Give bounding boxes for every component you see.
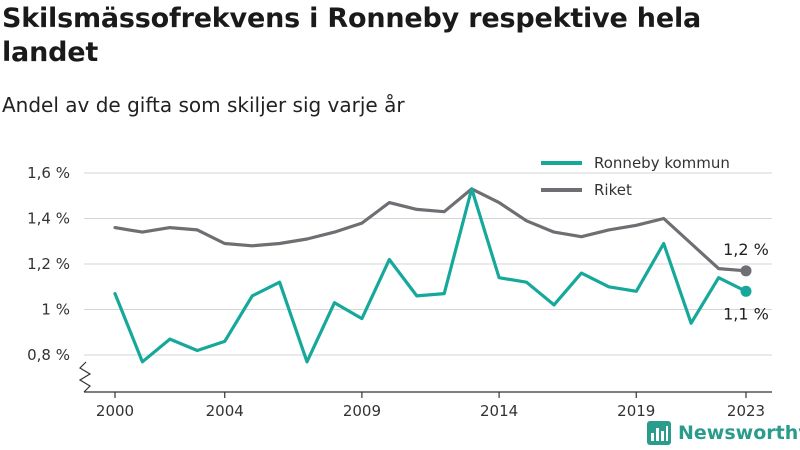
- tick-labels: 0,8 % 1 % 1,2 % 1,4 % 1,6 % 2000 2004 2009 2014 2…: [27, 164, 769, 420]
- legend-label-riket: Riket: [594, 181, 632, 199]
- series-line-ronneby: [113, 187, 748, 364]
- series-line-riket: [113, 187, 748, 273]
- x-tick-label: 2004: [206, 402, 244, 420]
- axes: [78, 361, 772, 398]
- series-end-point-riket: [740, 265, 752, 277]
- x-tick-label: 2009: [343, 402, 381, 420]
- x-tick-label: 2000: [96, 402, 134, 420]
- legend: Ronneby kommun Riket: [541, 154, 730, 199]
- axis-break-marker: [78, 361, 92, 393]
- x-tick-label: 2019: [617, 402, 655, 420]
- series-lines: [113, 187, 752, 364]
- y-tick-label: 1,2 %: [27, 255, 70, 273]
- y-tick-label: 1,6 %: [27, 164, 70, 182]
- brand-logo: Newsworthy: [646, 420, 800, 446]
- brand-name: Newsworthy: [678, 422, 800, 444]
- legend-label-ronneby: Ronneby kommun: [594, 154, 730, 172]
- end-label-riket: 1,2 %: [723, 240, 769, 259]
- end-label-ronneby: 1,1 %: [723, 304, 769, 323]
- y-tick-label: 0,8 %: [27, 346, 70, 364]
- series-end-point-ronneby: [740, 285, 752, 297]
- x-tick-label: 2023: [727, 402, 765, 420]
- y-tick-label: 1,4 %: [27, 210, 70, 228]
- chart-title: Skilsmässofrekvens i Ronneby respektive …: [2, 3, 702, 68]
- x-tick-label: 2014: [480, 402, 518, 420]
- bar-chart-logo-icon: [647, 421, 671, 445]
- chart-subtitle: Andel av de gifta som skiljer sig varje …: [2, 93, 405, 117]
- y-tick-label: 1 %: [41, 301, 70, 319]
- gridlines: [84, 172, 772, 356]
